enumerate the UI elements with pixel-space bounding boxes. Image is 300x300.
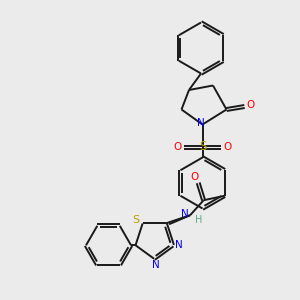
Text: O: O [246, 100, 255, 110]
Text: N: N [152, 260, 160, 270]
Text: S: S [133, 215, 140, 226]
Text: O: O [190, 172, 199, 182]
Text: O: O [224, 142, 232, 152]
Text: N: N [176, 240, 183, 250]
Text: O: O [173, 142, 182, 152]
Text: S: S [199, 140, 206, 154]
Text: H: H [195, 215, 202, 225]
Text: N: N [197, 118, 205, 128]
Text: N: N [181, 209, 189, 219]
